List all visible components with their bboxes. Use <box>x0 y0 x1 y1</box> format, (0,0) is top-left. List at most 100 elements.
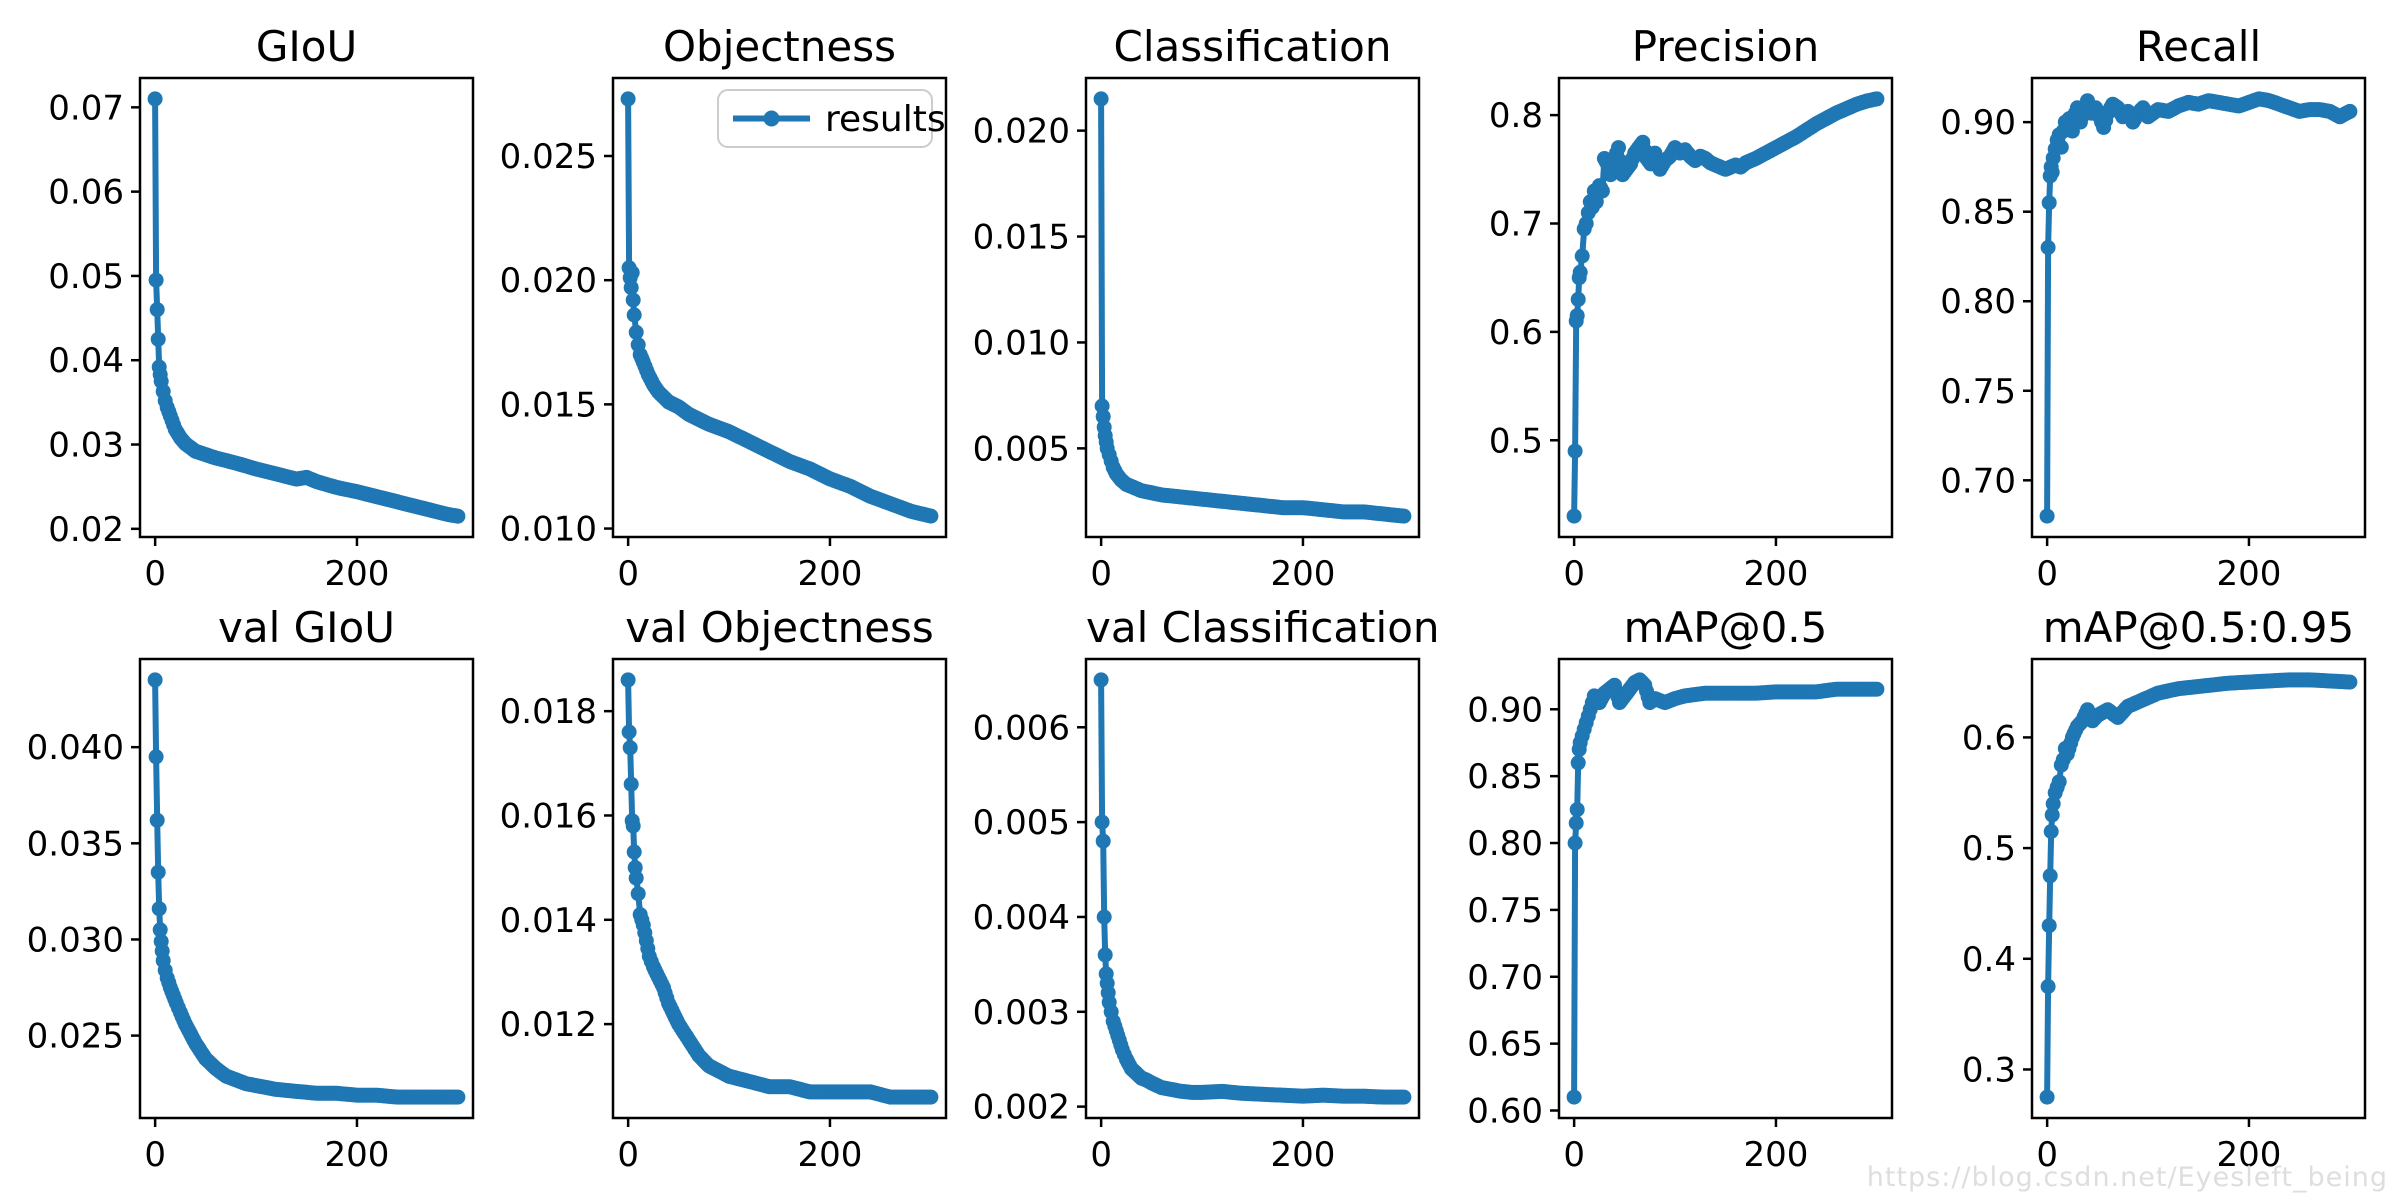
axes-border <box>2030 657 2367 1120</box>
y-tick-label: 0.80 <box>1467 824 1543 864</box>
plot-canvas-val-objectness: 0.012 0.014 0.016 0.018 0 200 <box>500 657 948 1175</box>
data-point-marker <box>1567 443 1583 459</box>
data-point-marker <box>625 818 641 834</box>
legend-marker-sample <box>763 110 780 127</box>
x-tick-label: 200 <box>325 1135 390 1175</box>
axes-border <box>1084 657 1421 1120</box>
plot-title: val Objectness <box>625 603 934 652</box>
y-tick-label: 0.005 <box>973 429 1070 469</box>
data-point-marker <box>628 870 644 886</box>
data-point-marker <box>1569 802 1585 818</box>
plot-canvas-precision: 0.5 0.6 0.7 0.8 0 200 <box>1489 76 1894 594</box>
axes-border <box>138 657 475 1120</box>
plot-title: Objectness <box>662 22 896 71</box>
data-point-marker <box>2041 195 2057 211</box>
y-tick-label: 0.010 <box>973 323 1070 363</box>
y-tick-label: 0.05 <box>48 257 124 297</box>
data-point-marker <box>150 864 166 880</box>
x-tick-label: 0 <box>617 1135 639 1175</box>
data-point-marker <box>147 672 163 688</box>
data-point-marker <box>630 886 646 902</box>
series-line <box>152 676 461 1101</box>
y-tick-label: 0.06 <box>48 173 124 213</box>
y-tick-label: 0.02 <box>48 510 124 550</box>
data-point-marker <box>1096 909 1112 925</box>
plot-canvas-val-giou: 0.025 0.030 0.035 0.040 0 200 <box>27 657 475 1175</box>
data-point-marker <box>2040 240 2056 255</box>
y-tick-label: 0.07 <box>48 88 124 128</box>
y-tick-label: 0.003 <box>973 993 1070 1033</box>
data-point-marker <box>622 740 638 756</box>
x-tick-label: 0 <box>1090 1135 1112 1175</box>
y-tick-label: 0.002 <box>973 1088 1070 1128</box>
y-tick-label: 0.004 <box>973 898 1070 938</box>
data-point-marker <box>2040 979 2056 994</box>
data-point-marker <box>1569 308 1585 324</box>
y-tick-label: 0.015 <box>973 218 1070 258</box>
y-tick-label: 0.016 <box>500 796 597 836</box>
subplot-val-classification: val Classification 0.002 0.003 0.004 0.005 0… <box>973 603 1440 1178</box>
plot-canvas-giou: 0.02 0.03 0.04 0.05 0.06 0.07 0 200 <box>48 76 475 594</box>
subplot-precision: Precision 0.5 0.6 0.7 0.8 0 200 <box>1464 22 1912 597</box>
data-point-marker <box>1093 91 1109 107</box>
plot-title: Classification <box>1113 22 1392 71</box>
data-point-marker <box>1396 508 1412 524</box>
plot-canvas-map05: 0.60 0.65 0.70 0.75 0.80 0.85 0.90 0 200 <box>1467 657 1894 1175</box>
plot-title: Recall <box>2135 22 2262 71</box>
series-line <box>1571 676 1880 1101</box>
subplot-val-objectness: val Objectness 0.012 0.014 0.016 0.018 0 200 <box>500 603 966 1178</box>
axes-border <box>1084 76 1421 539</box>
y-tick-label: 0.040 <box>27 728 124 768</box>
x-tick-label: 0 <box>2036 554 2058 594</box>
x-tick-label: 0 <box>1563 554 1585 594</box>
y-tick-label: 0.025 <box>500 137 597 177</box>
data-point-marker <box>624 265 640 281</box>
x-tick-label: 200 <box>2217 1135 2282 1175</box>
y-tick-label: 0.60 <box>1467 1092 1543 1132</box>
data-point-marker <box>2043 824 2059 839</box>
y-tick-label: 0.85 <box>1940 193 2016 233</box>
y-tick-label: 0.04 <box>48 341 124 381</box>
subplot-giou: GIoU 0.02 0.03 0.04 0.05 0.06 0.07 0 200 <box>45 22 493 597</box>
x-tick-label: 0 <box>617 554 639 594</box>
axes-border <box>1557 76 1894 539</box>
data-point-marker <box>149 812 165 828</box>
data-point-marker <box>450 508 466 524</box>
legend-label: results <box>825 99 946 140</box>
data-point-marker <box>1095 833 1111 849</box>
y-tick-label: 0.65 <box>1467 1025 1543 1065</box>
axes-border <box>1557 657 1894 1120</box>
data-point-marker <box>148 749 164 765</box>
y-tick-label: 0.018 <box>500 692 597 732</box>
y-tick-label: 0.012 <box>500 1005 597 1045</box>
data-point-marker <box>150 331 166 347</box>
data-point-marker <box>2042 868 2058 884</box>
x-tick-label: 200 <box>325 554 390 594</box>
x-tick-label: 200 <box>1271 1135 1336 1175</box>
plot-canvas-classification: 0.005 0.010 0.015 0.020 0 200 <box>973 76 1421 594</box>
plot-title: val Classification <box>1086 603 1440 652</box>
y-tick-label: 0.025 <box>27 1017 124 1057</box>
x-tick-label: 200 <box>798 554 863 594</box>
series-line <box>1098 95 1407 520</box>
axes-border <box>138 76 475 539</box>
data-point-marker <box>148 272 164 288</box>
data-point-marker <box>923 1089 939 1105</box>
y-tick-label: 0.6 <box>1962 718 2016 758</box>
data-point-marker <box>1567 835 1583 851</box>
data-point-marker <box>1594 183 1610 199</box>
plot-title: mAP@0.5:0.95 <box>2042 603 2355 652</box>
legend-box <box>717 89 933 148</box>
data-point-marker <box>2053 139 2069 155</box>
data-point-marker <box>1570 755 1586 771</box>
y-tick-label: 0.5 <box>1962 829 2016 869</box>
axes-border <box>611 657 948 1120</box>
data-point-marker <box>152 922 168 938</box>
plot-title: Precision <box>1631 22 1820 71</box>
data-point-marker <box>450 1089 466 1105</box>
y-tick-label: 0.75 <box>1467 891 1543 931</box>
y-tick-label: 0.020 <box>500 261 597 301</box>
plot-title: mAP@0.5 <box>1623 603 1828 652</box>
y-tick-label: 0.005 <box>973 803 1070 843</box>
